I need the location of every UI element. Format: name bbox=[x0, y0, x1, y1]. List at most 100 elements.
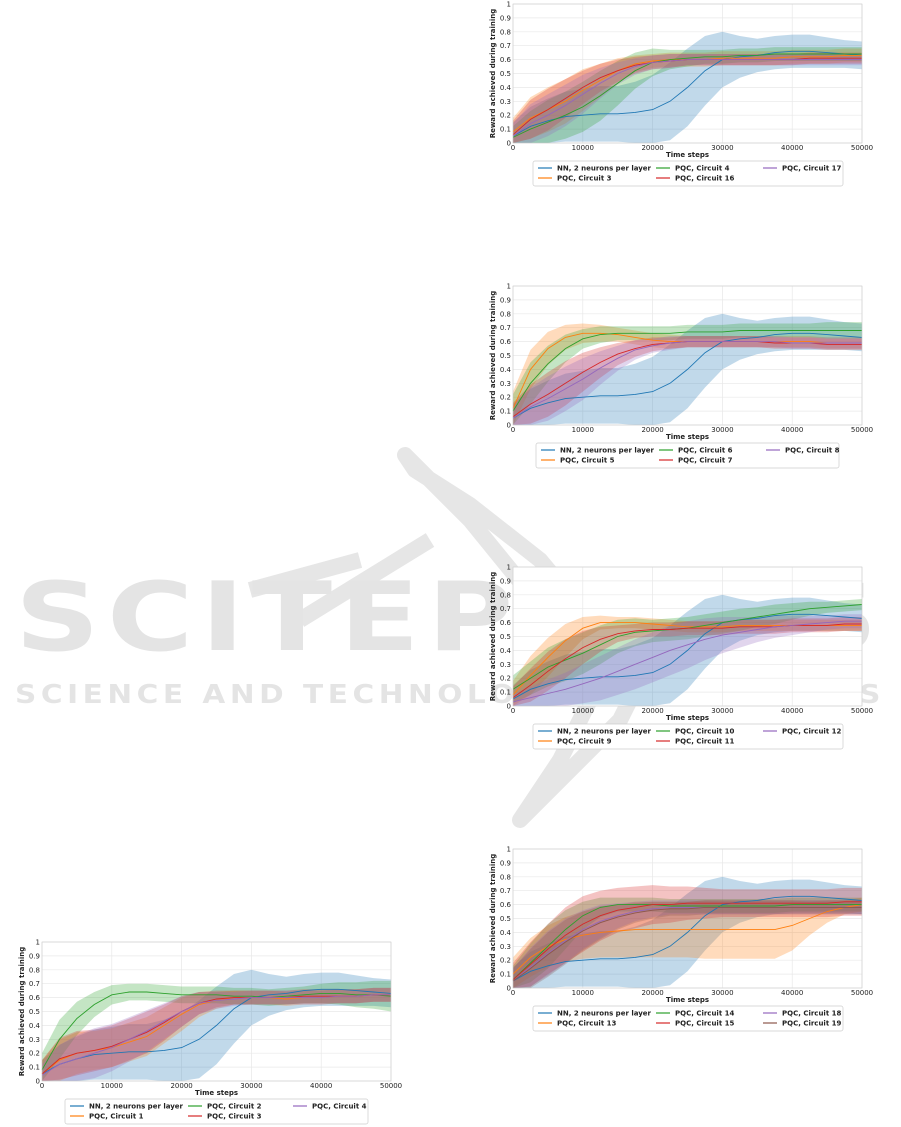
series-band-5 bbox=[42, 987, 391, 1081]
legend-label: PQC, Circuit 4 bbox=[675, 165, 730, 173]
series-line-3 bbox=[512, 904, 862, 981]
y-tick-label: 0.2 bbox=[500, 394, 511, 402]
y-tick-label: 0.9 bbox=[500, 859, 511, 867]
x-tick-label: 30000 bbox=[711, 144, 733, 152]
legend-label: NN, 2 neurons per layer bbox=[557, 1010, 652, 1018]
legend-label: PQC, Circuit 9 bbox=[557, 738, 612, 746]
x-tick-label: 30000 bbox=[240, 1082, 262, 1090]
series-line-5 bbox=[512, 620, 862, 703]
x-tick-label: 10000 bbox=[572, 707, 594, 715]
y-tick-label: 0.7 bbox=[500, 42, 511, 50]
legend-label: NN, 2 neurons per layer bbox=[560, 447, 655, 455]
legend-label: PQC, Circuit 3 bbox=[557, 175, 612, 183]
series-band-2 bbox=[513, 615, 862, 706]
legend-label: PQC, Circuit 15 bbox=[675, 1020, 734, 1028]
series-band-5 bbox=[513, 614, 862, 706]
y-tick-label: 0.6 bbox=[500, 338, 512, 346]
series-band-5 bbox=[513, 54, 862, 143]
x-tick-label: 20000 bbox=[641, 707, 663, 715]
y-tick-label: 0.2 bbox=[500, 957, 511, 965]
x-tick-label: 50000 bbox=[851, 144, 873, 152]
legend-box bbox=[532, 1005, 844, 1032]
legend-label: PQC, Circuit 5 bbox=[560, 457, 615, 465]
y-tick-label: 0.4 bbox=[500, 647, 512, 655]
x-tick-label: 20000 bbox=[641, 144, 663, 152]
y-tick-label: 0.6 bbox=[500, 901, 512, 909]
legend-label: PQC, Circuit 19 bbox=[782, 1020, 841, 1028]
y-tick-label: 0.7 bbox=[500, 887, 511, 895]
legend-label: PQC, Circuit 16 bbox=[675, 175, 734, 183]
series-line-3 bbox=[512, 330, 862, 412]
series-line-1 bbox=[512, 50, 863, 137]
series-line-3 bbox=[512, 53, 862, 138]
series-line-4 bbox=[512, 901, 862, 981]
y-tick-label: 0.7 bbox=[500, 605, 511, 613]
y-tick-label: 0.9 bbox=[500, 14, 511, 22]
y-tick-label: 1 bbox=[507, 564, 511, 572]
series-line-5 bbox=[512, 341, 862, 419]
x-tick-label: 50000 bbox=[851, 989, 873, 997]
x-tick-label: 30000 bbox=[711, 707, 733, 715]
y-tick-label: 0.3 bbox=[500, 661, 511, 669]
series-band-2 bbox=[513, 897, 862, 988]
x-axis-label: Time steps bbox=[195, 1089, 238, 1097]
series-band-4 bbox=[513, 336, 862, 425]
y-tick-label: 0.3 bbox=[500, 98, 511, 106]
legend-box bbox=[532, 160, 844, 187]
y-tick-label: 0.1 bbox=[500, 971, 511, 979]
x-axis-label: Time steps bbox=[666, 714, 709, 722]
y-tick-label: 0.3 bbox=[500, 943, 511, 951]
y-tick-label: 0.1 bbox=[29, 1064, 40, 1072]
series-line-5 bbox=[41, 994, 391, 1076]
x-tick-label: 50000 bbox=[851, 707, 873, 715]
series-band-2 bbox=[42, 987, 391, 1081]
x-axis-label: Time steps bbox=[666, 433, 709, 441]
y-tick-label: 1 bbox=[507, 283, 511, 291]
legend-label: PQC, Circuit 7 bbox=[678, 457, 733, 465]
series-band-3 bbox=[513, 599, 862, 704]
series-band-5 bbox=[513, 336, 862, 425]
x-tick-label: 0 bbox=[511, 426, 515, 434]
plot-frame bbox=[512, 848, 863, 989]
y-axis-label: Reward achieved during training bbox=[489, 291, 497, 421]
x-tick-label: 10000 bbox=[101, 1082, 123, 1090]
legend-label: PQC, Circuit 2 bbox=[207, 1103, 262, 1111]
y-tick-label: 0.6 bbox=[29, 994, 41, 1002]
x-tick-label: 40000 bbox=[781, 989, 803, 997]
y-tick-label: 1 bbox=[507, 846, 511, 854]
y-tick-label: 0.1 bbox=[500, 126, 511, 134]
x-tick-label: 10000 bbox=[572, 989, 594, 997]
legend-label: PQC, Circuit 18 bbox=[782, 1010, 841, 1018]
legend-label: PQC, Circuit 8 bbox=[785, 447, 840, 455]
x-tick-label: 0 bbox=[511, 144, 515, 152]
y-tick-label: 0 bbox=[507, 422, 511, 430]
x-axis-label: Time steps bbox=[666, 996, 709, 1004]
y-tick-label: 0.1 bbox=[500, 408, 511, 416]
y-tick-label: 0.2 bbox=[500, 112, 511, 120]
series-line-1 bbox=[512, 895, 863, 982]
y-tick-label: 0.4 bbox=[500, 366, 512, 374]
x-tick-label: 40000 bbox=[310, 1082, 332, 1090]
x-tick-label: 10000 bbox=[572, 144, 594, 152]
plot-frame bbox=[512, 285, 863, 426]
x-tick-label: 40000 bbox=[781, 144, 803, 152]
x-tick-label: 20000 bbox=[641, 989, 663, 997]
legend-label: NN, 2 neurons per layer bbox=[557, 165, 652, 173]
series-line-4 bbox=[512, 623, 862, 699]
series-line-5 bbox=[512, 59, 862, 137]
series-band-4 bbox=[513, 52, 862, 143]
legend-box bbox=[535, 442, 840, 469]
y-tick-label: 0.8 bbox=[500, 28, 511, 36]
legend-label: PQC, Circuit 1 bbox=[89, 1113, 144, 1121]
y-axis-label: Reward achieved during training bbox=[18, 947, 26, 1077]
y-tick-label: 0.5 bbox=[500, 915, 511, 923]
x-tick-label: 10000 bbox=[572, 426, 594, 434]
series-band-3 bbox=[513, 47, 862, 143]
legend-box bbox=[64, 1098, 369, 1125]
series-line-3 bbox=[41, 991, 392, 1071]
legend-box bbox=[532, 723, 844, 750]
y-tick-label: 0.7 bbox=[29, 980, 40, 988]
